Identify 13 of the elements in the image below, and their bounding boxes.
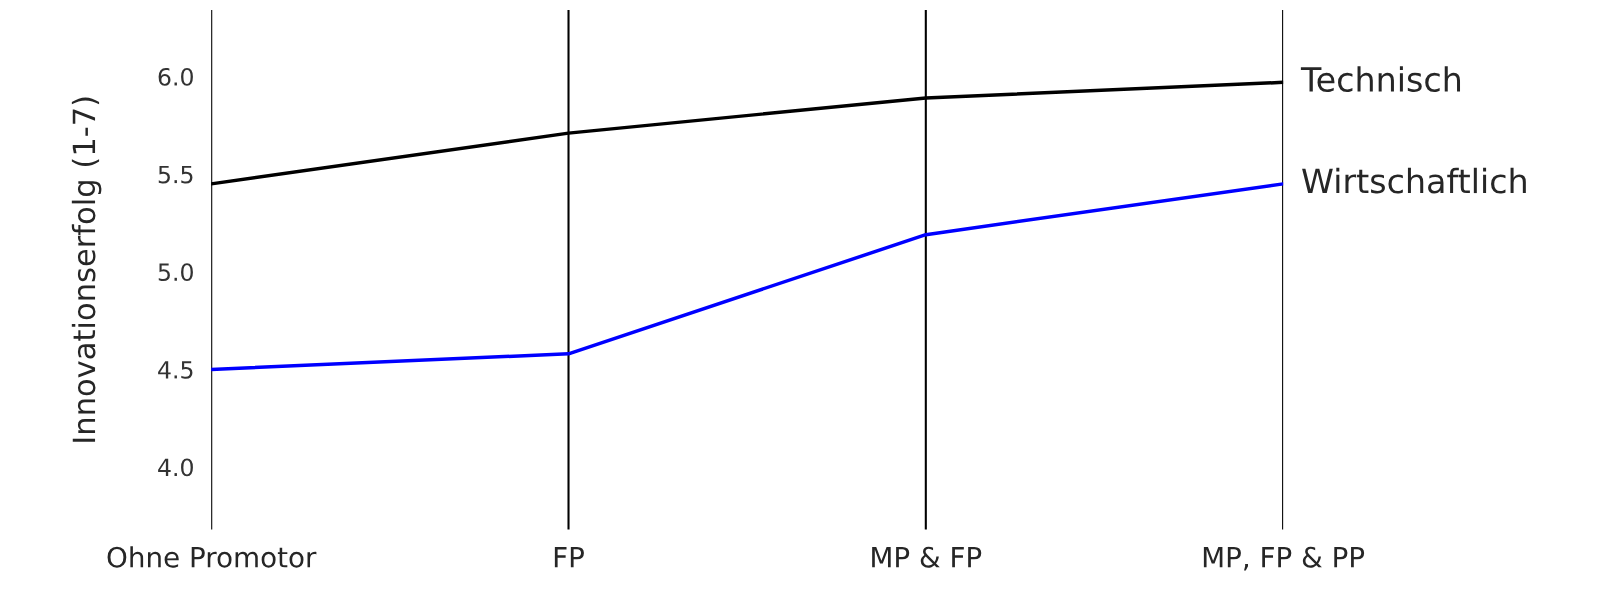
y-axis-title: Innovationserfolg (1-7) [71,97,102,442]
series-label: Technisch [1300,66,1461,93]
series-label: Wirtschaftlich [1302,167,1526,194]
y-tick-label: 4.0 [158,458,193,477]
x-tick-label: FP [554,547,584,568]
y-tick-label: 5.5 [158,165,193,184]
x-tick-label: Ohne Promotor [107,546,317,568]
y-tick-label: 5.0 [158,263,193,282]
y-tick-label: 4.5 [158,361,193,379]
x-tick-label: MP & FP [872,546,982,568]
line-series [211,182,1284,372]
x-tick-label: MP, FP & PP [1203,546,1365,571]
y-tick-label: 6.0 [158,67,193,86]
